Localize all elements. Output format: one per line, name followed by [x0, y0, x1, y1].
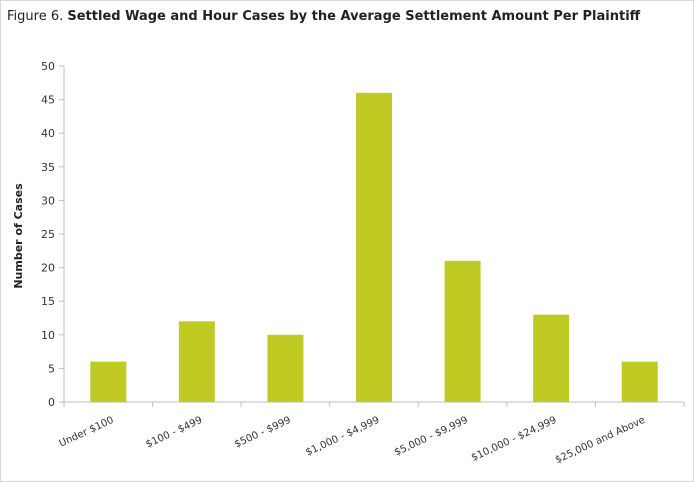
figure-number: Figure 6. — [7, 9, 64, 24]
y-tick-label: 0 — [48, 396, 55, 409]
y-tick-label: 45 — [41, 94, 55, 107]
y-tick-label: 10 — [41, 329, 55, 342]
y-tick-label: 30 — [41, 194, 55, 207]
y-tick-label: 5 — [48, 362, 55, 375]
y-tick-label: 20 — [41, 262, 55, 275]
y-axis-title: Number of Cases — [12, 183, 25, 289]
x-tick-label: $5,000 - $9,999 — [393, 415, 470, 459]
chart-title-text: Settled Wage and Hour Cases by the Avera… — [67, 9, 641, 24]
bar-7 — [621, 361, 658, 402]
bar-4 — [356, 92, 392, 402]
x-axis: Under $100 $100 - $499 $500 - $999 $1,000 -… — [58, 401, 685, 466]
x-tick-label: $10,000 - $24,999 — [470, 415, 559, 464]
chart-title: Figure 6. Settled Wage and Hour Cases by… — [7, 9, 640, 24]
y-tick-label: 25 — [41, 228, 55, 241]
bar-1 — [90, 361, 127, 402]
x-tick-label: $100 - $499 — [144, 415, 204, 451]
x-tick-label: $500 - $999 — [233, 415, 293, 451]
y-tick-label: 40 — [41, 127, 55, 140]
bars — [90, 92, 658, 402]
bar-3 — [267, 334, 304, 402]
bar-5 — [444, 260, 481, 402]
y-tick-label: 50 — [41, 60, 55, 73]
y-tick-label: 15 — [41, 295, 55, 308]
x-tick-label: Under $100 — [58, 415, 116, 450]
bar-2 — [178, 321, 215, 402]
y-axis: 0 5 10 15 20 25 30 35 40 45 50 — [41, 60, 65, 409]
bar-6 — [533, 314, 570, 402]
y-tick-label: 35 — [41, 161, 55, 174]
x-tick-label: $25,000 and Above — [554, 415, 647, 466]
x-tick-label: $1,000 - $4,999 — [304, 415, 381, 459]
